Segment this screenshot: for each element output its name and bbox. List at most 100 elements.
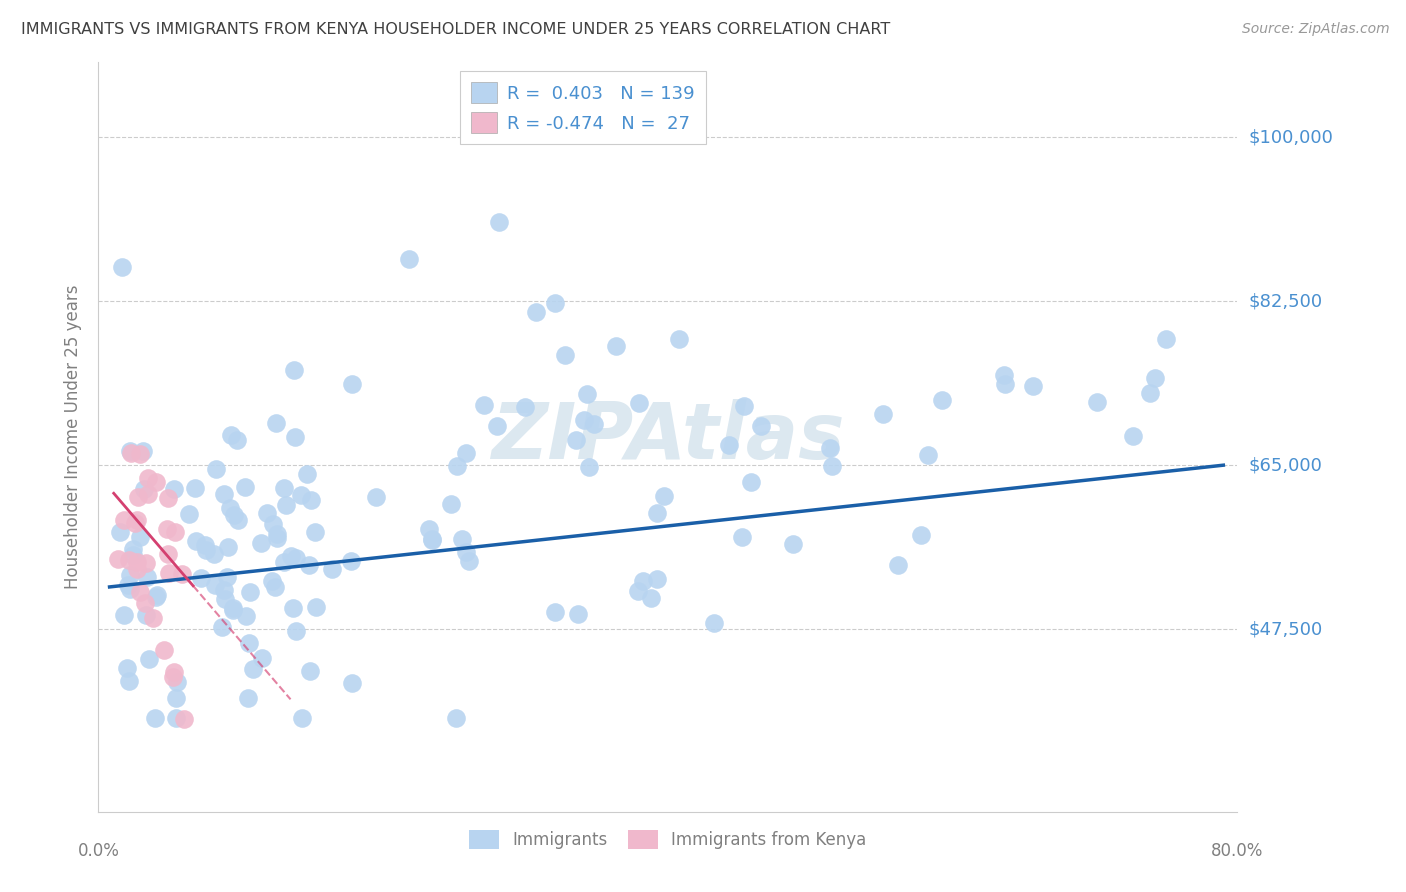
Point	[155, 523, 177, 537]
Point	[440, 497, 463, 511]
Point	[472, 398, 495, 412]
Text: $47,500: $47,500	[1249, 620, 1323, 638]
Point	[627, 583, 650, 598]
Point	[418, 522, 440, 536]
Point	[165, 691, 187, 706]
Point	[640, 591, 662, 605]
Point	[124, 516, 146, 530]
Point	[125, 513, 148, 527]
Point	[239, 585, 262, 599]
Text: ZIPAtlas: ZIPAtlas	[491, 399, 845, 475]
Point	[107, 551, 129, 566]
Point	[157, 547, 180, 561]
Point	[250, 650, 273, 665]
Point	[485, 418, 508, 433]
Point	[645, 506, 668, 520]
Point	[284, 624, 307, 638]
Point	[782, 537, 804, 551]
Point	[340, 675, 363, 690]
Point	[1143, 370, 1166, 384]
Point	[260, 574, 283, 588]
Point	[173, 712, 195, 726]
Point	[993, 368, 1015, 382]
Point	[222, 508, 245, 522]
Point	[163, 482, 186, 496]
Point	[575, 386, 598, 401]
Point	[166, 674, 188, 689]
Point	[215, 570, 238, 584]
Point	[129, 584, 152, 599]
Point	[136, 471, 159, 485]
Point	[1154, 332, 1177, 346]
Point	[250, 536, 273, 550]
Point	[398, 252, 420, 266]
Point	[117, 577, 139, 591]
Point	[583, 417, 606, 431]
Point	[291, 711, 314, 725]
Point	[647, 572, 669, 586]
Y-axis label: Householder Income Under 25 years: Householder Income Under 25 years	[65, 285, 83, 590]
Point	[887, 558, 910, 572]
Point	[115, 661, 138, 675]
Point	[184, 481, 207, 495]
Point	[718, 438, 741, 452]
Point	[565, 433, 588, 447]
Point	[212, 487, 235, 501]
Point	[280, 549, 302, 563]
Point	[1139, 386, 1161, 401]
Point	[284, 551, 307, 566]
Point	[204, 578, 226, 592]
Point	[605, 338, 627, 352]
Point	[749, 419, 772, 434]
Point	[305, 600, 328, 615]
Point	[446, 458, 468, 473]
Point	[631, 574, 654, 588]
Text: $100,000: $100,000	[1249, 128, 1333, 146]
Point	[165, 711, 187, 725]
Point	[163, 665, 186, 680]
Point	[125, 555, 148, 569]
Point	[304, 524, 326, 539]
Point	[118, 553, 141, 567]
Point	[266, 532, 288, 546]
Point	[821, 458, 844, 473]
Point	[162, 669, 184, 683]
Point	[1021, 379, 1043, 393]
Point	[222, 601, 245, 615]
Point	[488, 215, 510, 229]
Point	[190, 571, 212, 585]
Text: 80.0%: 80.0%	[1211, 842, 1264, 860]
Point	[340, 376, 363, 391]
Point	[298, 558, 321, 573]
Text: $65,000: $65,000	[1249, 456, 1322, 475]
Point	[177, 507, 200, 521]
Point	[284, 430, 307, 444]
Point	[235, 609, 257, 624]
Point	[299, 664, 322, 678]
Point	[931, 392, 953, 407]
Point	[299, 493, 322, 508]
Point	[544, 295, 567, 310]
Point	[219, 428, 242, 442]
Point	[668, 332, 690, 346]
Point	[195, 543, 218, 558]
Point	[627, 395, 650, 409]
Point	[125, 562, 148, 576]
Legend: Immigrants, Immigrants from Kenya: Immigrants, Immigrants from Kenya	[463, 823, 873, 855]
Point	[114, 513, 136, 527]
Point	[262, 516, 284, 531]
Point	[108, 524, 131, 539]
Point	[451, 533, 474, 547]
Point	[524, 305, 547, 319]
Point	[218, 500, 240, 515]
Point	[283, 362, 305, 376]
Point	[128, 447, 150, 461]
Point	[578, 460, 600, 475]
Point	[134, 596, 156, 610]
Point	[818, 441, 841, 455]
Point	[138, 652, 160, 666]
Point	[238, 636, 260, 650]
Point	[872, 407, 894, 421]
Text: 0.0%: 0.0%	[77, 842, 120, 860]
Point	[273, 555, 295, 569]
